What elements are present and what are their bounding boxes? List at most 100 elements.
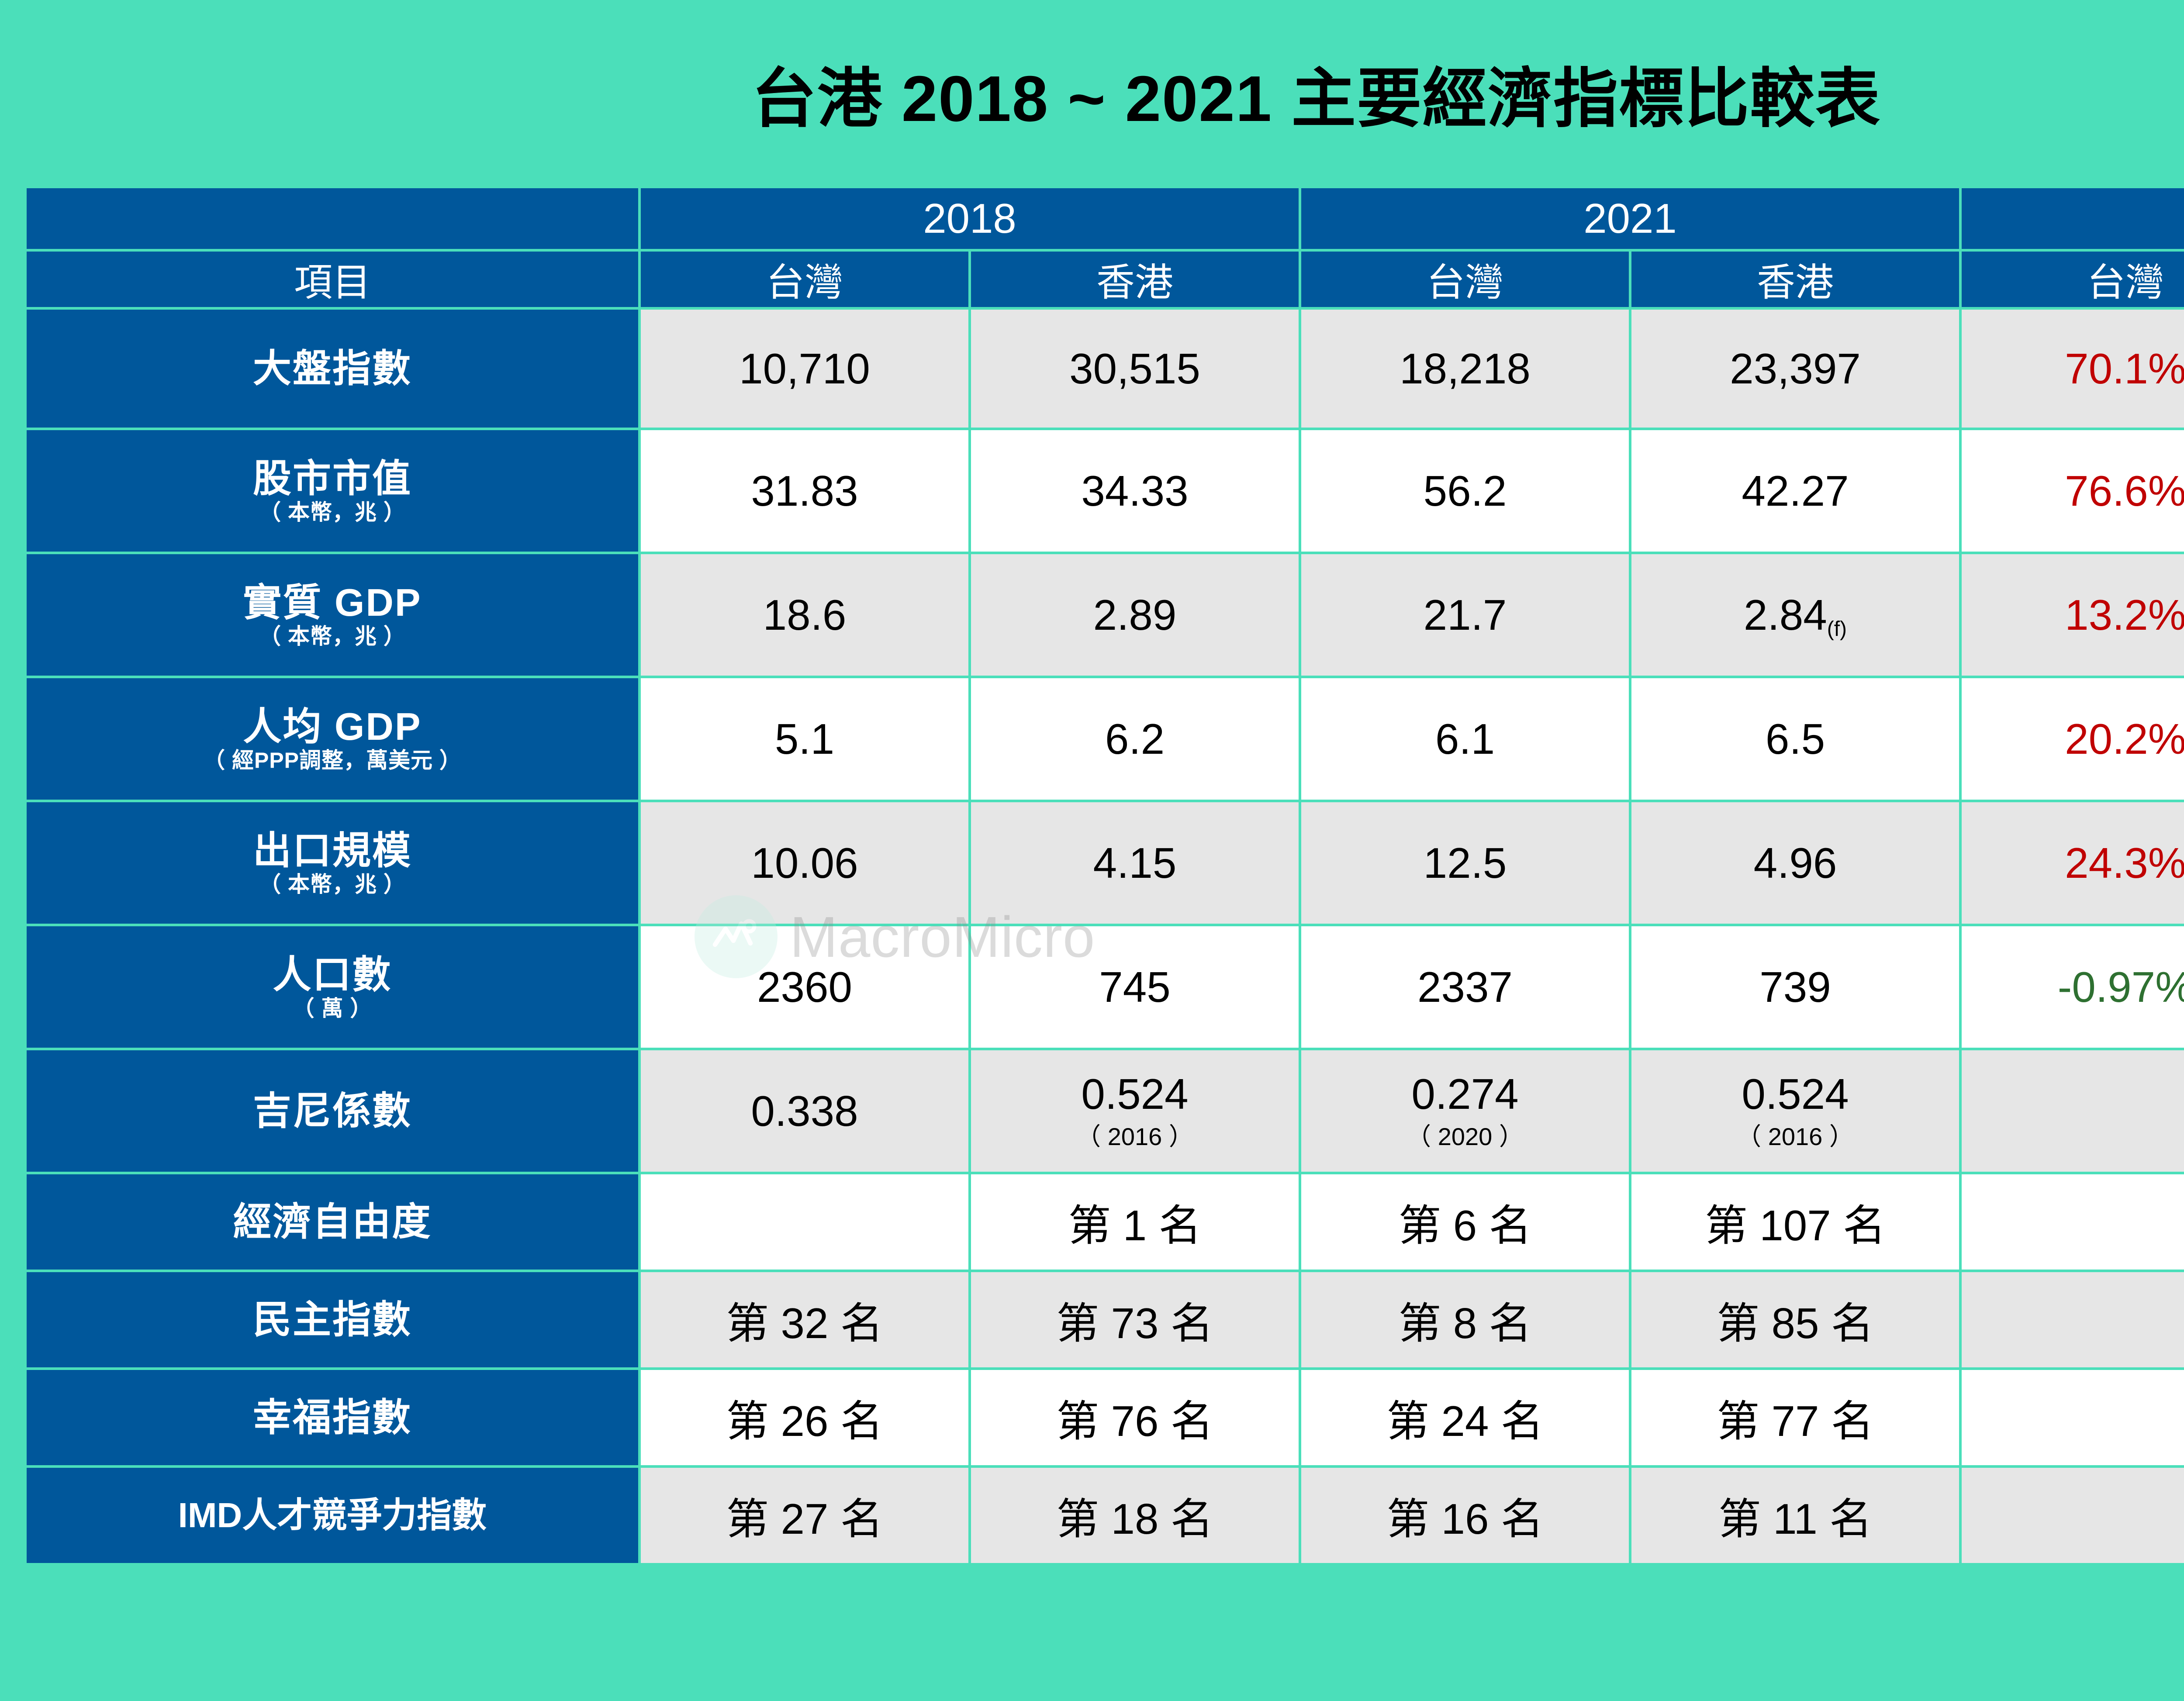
cell-2018-hongkong: 第 1 名 <box>971 1174 1299 1270</box>
cell-2021-taiwan-value: 6.1 <box>1435 714 1495 763</box>
cell-2018-taiwan: 第 27 名 <box>641 1468 968 1563</box>
header-row-groups: 2018 2021 成長率 <box>27 188 2184 249</box>
header-label-col: 項目 <box>27 252 638 307</box>
cell-2021-hongkong: 第 107 名 <box>1631 1174 1959 1270</box>
cell-2018-taiwan-value: 第 32 名 <box>726 1299 883 1347</box>
cell-2021-taiwan-value: 第 8 名 <box>1398 1299 1532 1347</box>
row-label-main: 人口數 <box>273 953 392 997</box>
header-row-subs: 項目 台灣 香港 台灣 香港 台灣 香港 <box>27 252 2184 307</box>
cell-growth-taiwan-value: -0.97% <box>2057 963 2184 1011</box>
cell-2018-taiwan-value: 18.6 <box>763 590 847 639</box>
cell-2018-taiwan: 31.83 <box>641 430 968 552</box>
row-label-main: 經濟自由度 <box>233 1200 432 1244</box>
row-label-unit: （ 本幣，兆 ） <box>259 500 406 524</box>
cell-growth-taiwan-value: 20.2% <box>2065 714 2184 763</box>
row-label-main: 大盤指數 <box>252 347 412 390</box>
cell-2021-hongkong: 4.96 <box>1631 802 1959 924</box>
cell-2018-hongkong-value: 第 76 名 <box>1056 1397 1213 1445</box>
cell-2021-hongkong-value: 23,397 <box>1730 344 1861 393</box>
header-2021-hongkong: 香港 <box>1631 252 1959 307</box>
table-row: 實質 GDP（ 本幣，兆 ）18.62.8921.72.84(f)13.2%-1… <box>27 554 2184 676</box>
header-growth-taiwan: 台灣 <box>1962 252 2184 307</box>
cell-2018-hongkong: 第 76 名 <box>971 1370 1299 1465</box>
cell-2018-taiwan-value: 第 27 名 <box>726 1495 883 1543</box>
cell-2018-taiwan: 10.06 <box>641 802 968 924</box>
cell-2018-taiwan: 18.6 <box>641 554 968 676</box>
row-label-unit: （ 萬 ） <box>292 996 373 1021</box>
header-group-growth: 成長率 <box>1962 188 2184 249</box>
cell-2021-taiwan: 56.2 <box>1301 430 1629 552</box>
cell-2021-taiwan: 12.5 <box>1301 802 1629 924</box>
header-2018-hongkong: 香港 <box>971 252 1299 307</box>
cell-2021-hongkong: 第 11 名 <box>1631 1468 1959 1563</box>
cell-2021-taiwan-value: 12.5 <box>1423 838 1507 887</box>
cell-2018-hongkong-value: 745 <box>1099 963 1171 1011</box>
cell-2018-hongkong-value: 0.524 <box>1081 1070 1189 1118</box>
row-label-cell: 大盤指數 <box>27 310 638 428</box>
cell-2021-hongkong: 2.84(f) <box>1631 554 1959 676</box>
row-label-cell: 吉尼係數 <box>27 1050 638 1172</box>
cell-2018-taiwan-value: 0.338 <box>751 1087 858 1135</box>
cell-2018-hongkong: 6.2 <box>971 678 1299 800</box>
table-row: 幸福指數 第 26 名 第 76 名 第 24 名 第 77 名 <box>27 1370 2184 1465</box>
cell-2018-taiwan: 第 32 名 <box>641 1272 968 1367</box>
cell-2021-hongkong: 42.27 <box>1631 430 1959 552</box>
cell-2021-taiwan-value: 2337 <box>1417 963 1513 1011</box>
row-label-cell: 人均 GDP （ 經PPP調整，萬美元 ） <box>27 678 638 800</box>
cell-2018-hongkong: 4.15 <box>971 802 1299 924</box>
cell-2021-taiwan-value: 第 24 名 <box>1386 1397 1544 1445</box>
cell-2021-taiwan: 0.274 （ 2020 ） <box>1301 1050 1629 1172</box>
cell-2021-taiwan: 第 6 名 <box>1301 1174 1629 1270</box>
cell-2018-taiwan: 5.1 <box>641 678 968 800</box>
row-label-main: 人均 GDP <box>243 705 422 749</box>
cell-2021-hongkong: 0.524 （ 2016 ） <box>1631 1050 1959 1172</box>
cell-2021-taiwan: 第 24 名 <box>1301 1370 1629 1465</box>
table-row: IMD人才競爭力指數 第 27 名 第 18 名 第 16 名 第 11 名 <box>27 1468 2184 1563</box>
cell-2021-hongkong-value: 42.27 <box>1742 466 1849 515</box>
cell-2021-taiwan-value: 第 6 名 <box>1398 1201 1532 1249</box>
cell-2021-hongkong: 23,397 <box>1631 310 1959 428</box>
cell-2018-hongkong: 2.89 <box>971 554 1299 676</box>
cell-2021-hongkong-value: 0.524 <box>1742 1070 1849 1118</box>
cell-growth-taiwan: 24.3% <box>1962 802 2184 924</box>
cell-growth-taiwan <box>1962 1050 2184 1172</box>
cell-2018-hongkong-note: （ 2016 ） <box>1076 1123 1193 1150</box>
table-row: 經濟自由度 第 1 名 第 6 名 第 107 名 <box>27 1174 2184 1270</box>
cell-2018-taiwan-value: 5.1 <box>774 714 835 763</box>
cell-2018-taiwan-value: 10,710 <box>739 344 870 393</box>
row-label-unit: （ 本幣，兆 ） <box>259 872 406 897</box>
cell-2021-taiwan: 6.1 <box>1301 678 1629 800</box>
cell-2018-taiwan-value: 第 26 名 <box>726 1397 883 1445</box>
cell-2021-hongkong-value: 4.96 <box>1753 838 1837 887</box>
cell-growth-taiwan: 70.1% <box>1962 310 2184 428</box>
row-label-unit: （ 經PPP調整，萬美元 ） <box>203 748 462 773</box>
cell-2021-hongkong-value: 第 85 名 <box>1717 1299 1874 1347</box>
cell-growth-taiwan-value: 24.3% <box>2065 838 2184 887</box>
cell-2021-hongkong-value: 第 11 名 <box>1718 1495 1873 1543</box>
row-label-cell: 經濟自由度 <box>27 1174 638 1270</box>
row-label-main: 股市市值 <box>252 457 412 500</box>
cell-2021-hongkong-value: 第 107 名 <box>1705 1201 1886 1249</box>
comparison-table-wrapper: 2018 2021 成長率 項目 台灣 香港 台灣 香港 台灣 香港 大盤指數 1… <box>24 186 2184 1566</box>
cell-2021-taiwan-value: 56.2 <box>1423 466 1507 515</box>
cell-2018-taiwan-value: 31.83 <box>751 466 858 515</box>
table-body: 大盤指數10,71030,51518,21823,39770.1%-23.3%股… <box>27 310 2184 1563</box>
cell-growth-taiwan-value: 13.2% <box>2065 590 2184 639</box>
cell-2018-hongkong-value: 30,515 <box>1069 344 1200 393</box>
cell-2018-hongkong-value: 第 73 名 <box>1056 1299 1213 1347</box>
comparison-table: 2018 2021 成長率 項目 台灣 香港 台灣 香港 台灣 香港 大盤指數 1… <box>24 186 2184 1566</box>
cell-2021-taiwan-value: 18,218 <box>1400 344 1531 393</box>
cell-2018-hongkong: 第 18 名 <box>971 1468 1299 1563</box>
cell-2021-hongkong-value: 739 <box>1759 963 1831 1011</box>
cell-growth-taiwan-value: 76.6% <box>2065 466 2184 515</box>
cell-2021-hongkong-value: 6.5 <box>1765 714 1825 763</box>
row-label-main: 實質 GDP <box>243 581 422 625</box>
cell-2018-taiwan: 第 26 名 <box>641 1370 968 1465</box>
cell-2021-taiwan-value: 0.274 <box>1411 1070 1519 1118</box>
cell-2021-hongkong-note: （ 2016 ） <box>1737 1123 1854 1150</box>
cell-growth-taiwan: 76.6% <box>1962 430 2184 552</box>
cell-growth-taiwan <box>1962 1468 2184 1563</box>
